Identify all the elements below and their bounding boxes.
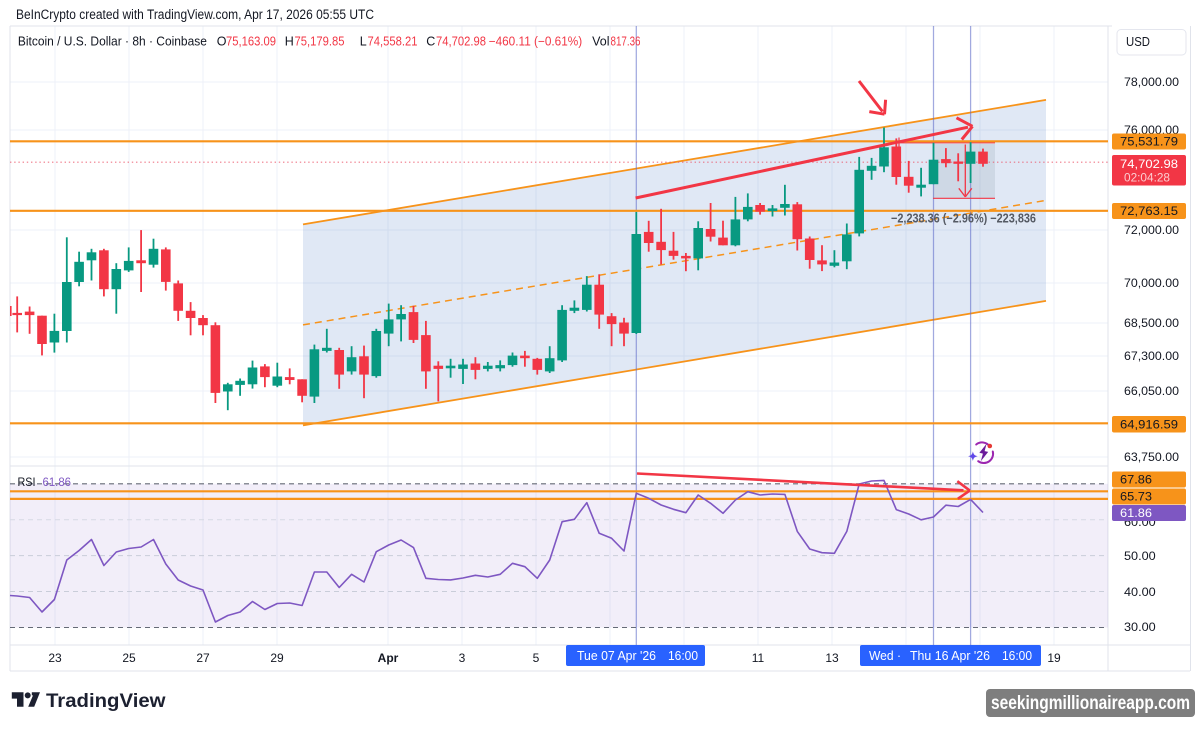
svg-text:70,000.00: 70,000.00 xyxy=(1124,276,1179,290)
svg-text:C: C xyxy=(426,35,435,49)
svg-text:63,750.00: 63,750.00 xyxy=(1124,450,1179,464)
svg-text:13: 13 xyxy=(825,651,839,665)
svg-text:seekingmillionaireapp.com: seekingmillionaireapp.com xyxy=(991,692,1190,714)
svg-text:74,702.98: 74,702.98 xyxy=(436,35,486,49)
svg-text:Apr: Apr xyxy=(378,651,399,665)
svg-text:−460.11 (−0.61%): −460.11 (−0.61%) xyxy=(489,35,583,49)
svg-text:66,050.00: 66,050.00 xyxy=(1124,384,1179,398)
svg-text:61.86: 61.86 xyxy=(1120,506,1152,520)
svg-text:74,558.21: 74,558.21 xyxy=(368,35,418,49)
svg-text:67,300.00: 67,300.00 xyxy=(1124,349,1179,363)
svg-text:TradingView: TradingView xyxy=(46,690,166,712)
svg-text:67.86: 67.86 xyxy=(1120,473,1152,487)
svg-text:40.00: 40.00 xyxy=(1124,585,1156,599)
svg-text:16:00: 16:00 xyxy=(1002,649,1032,663)
svg-text:5: 5 xyxy=(533,651,540,665)
svg-text:−2,238.36 (−2.96%) −223,836: −2,238.36 (−2.96%) −223,836 xyxy=(891,212,1036,226)
svg-text:65.73: 65.73 xyxy=(1120,490,1152,504)
svg-text:68,500.00: 68,500.00 xyxy=(1124,316,1179,330)
svg-text:72,000.00: 72,000.00 xyxy=(1124,223,1179,237)
svg-text:27: 27 xyxy=(196,651,210,665)
svg-text:Bitcoin / U.S. Dollar · 8h · C: Bitcoin / U.S. Dollar · 8h · Coinbase xyxy=(18,35,207,49)
svg-text:817.36: 817.36 xyxy=(611,35,641,49)
svg-text:23: 23 xyxy=(48,651,62,665)
svg-text:H: H xyxy=(285,35,294,49)
svg-text:61.86: 61.86 xyxy=(43,475,72,489)
svg-text:11: 11 xyxy=(752,651,765,665)
svg-text:25: 25 xyxy=(122,651,136,665)
svg-text:Wed ·: Wed · xyxy=(869,649,901,663)
svg-text:78,000.00: 78,000.00 xyxy=(1124,75,1179,89)
svg-text:02:04:28: 02:04:28 xyxy=(1124,171,1170,185)
svg-text:USD: USD xyxy=(1126,34,1150,49)
svg-text:50.00: 50.00 xyxy=(1124,549,1156,563)
svg-text:75,163.09: 75,163.09 xyxy=(226,35,276,49)
svg-text:30.00: 30.00 xyxy=(1124,620,1156,634)
svg-text:72,763.15: 72,763.15 xyxy=(1120,204,1178,218)
svg-text:74,702.98: 74,702.98 xyxy=(1120,157,1178,171)
svg-text:Vol: Vol xyxy=(592,35,609,49)
svg-text:L: L xyxy=(360,35,367,49)
svg-text:RSI: RSI xyxy=(18,475,36,489)
svg-text:16:00: 16:00 xyxy=(668,649,698,663)
svg-text:75,179.85: 75,179.85 xyxy=(295,35,345,49)
svg-text:Thu 16 Apr '26: Thu 16 Apr '26 xyxy=(910,649,990,663)
svg-text:3: 3 xyxy=(459,651,466,665)
svg-text:O: O xyxy=(217,35,227,49)
svg-text:Tue 07 Apr '26: Tue 07 Apr '26 xyxy=(577,649,656,663)
svg-text:29: 29 xyxy=(270,651,284,665)
svg-text:64,916.59: 64,916.59 xyxy=(1120,418,1178,432)
svg-text:BeInCrypto created with Tradin: BeInCrypto created with TradingView.com,… xyxy=(16,7,374,22)
svg-text:19: 19 xyxy=(1047,651,1061,665)
svg-text:75,531.79: 75,531.79 xyxy=(1120,135,1178,149)
